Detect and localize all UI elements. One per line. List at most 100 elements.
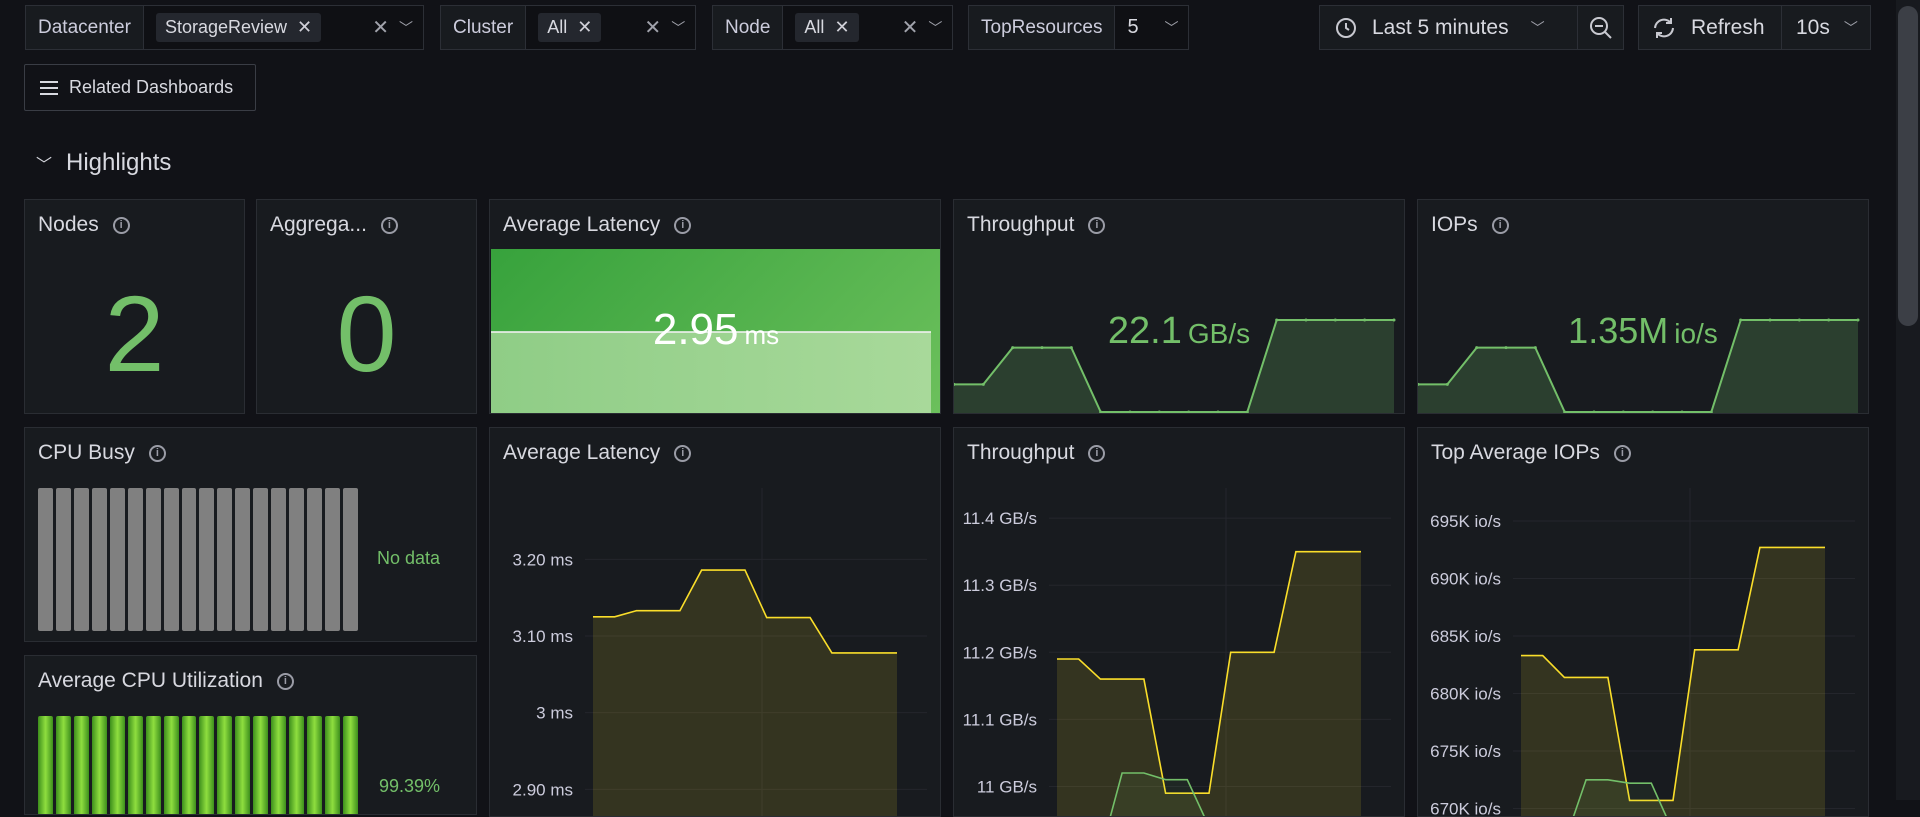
refresh-interval-picker[interactable]: 10s ﹀ — [1781, 5, 1871, 50]
chevron-down-icon[interactable]: ﹀ — [671, 18, 685, 38]
avg-cpu-value: 99.39% — [379, 776, 440, 797]
sparkline-point — [1681, 411, 1684, 414]
datacenter-select[interactable]: StorageReview ✕ ✕ ﹀ — [144, 5, 424, 50]
panel-title-text: Throughput — [967, 213, 1074, 237]
info-icon[interactable]: i — [674, 217, 691, 234]
throughput-chart[interactable]: 11.4 GB/s11.3 GB/s11.2 GB/s11.1 GB/s11 G… — [954, 428, 1404, 817]
cpu-util-bar — [235, 716, 250, 815]
clock-icon — [1334, 16, 1358, 40]
clear-icon[interactable]: ✕ — [644, 15, 661, 40]
info-icon[interactable]: i — [149, 445, 166, 462]
cpu-util-bar — [199, 716, 214, 815]
y-tick-label: 670K io/s — [1430, 800, 1501, 817]
cpu-busy-bar — [199, 488, 214, 631]
latency-value-unit: ms — [744, 320, 779, 350]
topresources-select[interactable]: 5 ﹀ — [1115, 5, 1189, 50]
sparkline-point — [982, 383, 985, 386]
panel-title-text: Average Latency — [503, 213, 660, 237]
time-range-picker[interactable]: Last 5 minutes ﹀ — [1319, 5, 1606, 50]
info-icon[interactable]: i — [113, 217, 130, 234]
info-icon[interactable]: i — [1492, 217, 1509, 234]
avg-latency-chart[interactable]: 3.20 ms3.10 ms3 ms2.90 ms — [490, 428, 940, 817]
y-tick-label: 11.1 GB/s — [963, 710, 1037, 729]
sparkline-point — [1129, 411, 1132, 414]
cpu-busy-bargauge — [38, 488, 358, 631]
node-chip-label: All — [804, 17, 824, 38]
cpu-util-bar — [343, 716, 358, 815]
cpu-busy-status: No data — [377, 548, 440, 569]
node-variable: Node All ✕ ✕ ﹀ — [712, 5, 953, 50]
panel-title-text: Aggrega... — [270, 213, 367, 237]
y-tick-label: 3 ms — [536, 704, 573, 723]
y-tick-label: 695K io/s — [1430, 512, 1501, 531]
panel-title: Throughput i — [967, 213, 1105, 237]
node-select[interactable]: All ✕ ✕ ﹀ — [783, 5, 953, 50]
refresh-button[interactable]: Refresh — [1638, 5, 1782, 50]
panel-title-text: CPU Busy — [38, 441, 135, 465]
chevron-down-icon[interactable]: ﹀ — [36, 151, 52, 175]
cluster-select[interactable]: All ✕ ✕ ﹀ — [526, 5, 696, 50]
aggregates-panel[interactable]: Aggrega...i 0 — [256, 199, 477, 414]
menu-icon — [39, 80, 59, 96]
related-dashboards-button[interactable]: Related Dashboards — [24, 64, 256, 111]
throughput-value-unit: GB/s — [1188, 318, 1250, 349]
series-area — [1057, 552, 1361, 817]
topresources-label: TopResources — [968, 5, 1115, 50]
cluster-chip-label: All — [547, 17, 567, 38]
info-icon[interactable]: i — [1088, 217, 1105, 234]
topresources-variable: TopResources 5 ﹀ — [968, 5, 1189, 50]
cpu-busy-panel[interactable]: CPU Busy i No data — [24, 427, 477, 642]
row-header[interactable]: ﹀ Highlights — [36, 149, 171, 177]
sparkline-point — [1563, 411, 1566, 414]
cpu-busy-bar — [343, 488, 358, 631]
sparkline-point — [1446, 383, 1449, 386]
info-icon[interactable]: i — [381, 217, 398, 234]
scrollbar-thumb[interactable] — [1898, 6, 1918, 326]
node-chip: All ✕ — [795, 13, 858, 42]
cpu-util-bar — [325, 716, 340, 815]
zoom-out-button-box[interactable] — [1577, 5, 1624, 50]
cpu-util-bar — [164, 716, 179, 815]
remove-chip-icon[interactable]: ✕ — [834, 17, 849, 38]
sparkline-point — [1187, 411, 1190, 414]
panel-title: CPU Busy i — [38, 441, 166, 465]
panel-title: Average Latency i — [503, 213, 691, 237]
cpu-util-bar — [74, 716, 89, 815]
chevron-down-icon[interactable]: ﹀ — [399, 18, 413, 38]
sparkline-point — [1593, 411, 1596, 414]
info-icon[interactable]: i — [277, 673, 294, 690]
iops-value-unit: io/s — [1674, 318, 1718, 349]
clear-icon[interactable]: ✕ — [372, 15, 389, 40]
chevron-down-icon[interactable]: ﹀ — [1164, 18, 1178, 38]
cpu-util-bar — [92, 716, 107, 815]
clear-icon[interactable]: ✕ — [902, 15, 919, 40]
datacenter-chip-label: StorageReview — [165, 17, 287, 38]
sparkline-point — [1217, 411, 1220, 414]
cpu-busy-bar — [307, 488, 322, 631]
sparkline-point — [1710, 411, 1713, 414]
remove-chip-icon[interactable]: ✕ — [297, 17, 312, 38]
cpu-util-bar — [56, 716, 71, 815]
node-label: Node — [712, 5, 783, 50]
cpu-busy-bar — [110, 488, 125, 631]
nodes-value: 2 — [25, 280, 244, 388]
remove-chip-icon[interactable]: ✕ — [577, 17, 592, 38]
latency-value-number: 2.95 — [653, 305, 739, 354]
cpu-busy-bar — [182, 488, 197, 631]
refresh-icon — [1651, 15, 1677, 41]
chevron-down-icon[interactable]: ﹀ — [928, 18, 942, 38]
cpu-util-bar — [217, 716, 232, 815]
